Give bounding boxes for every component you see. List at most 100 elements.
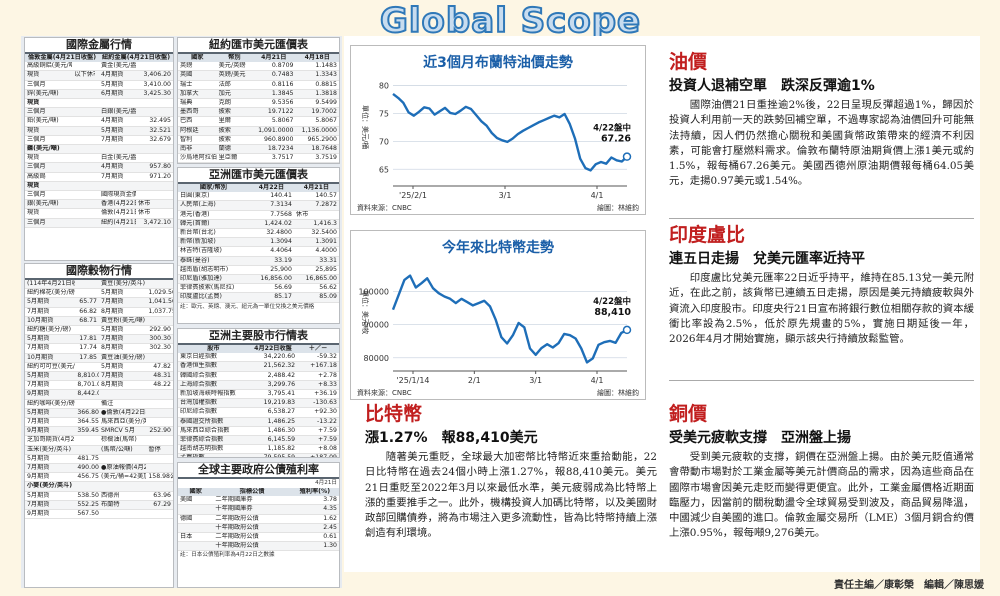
table-cell: 17.81 bbox=[75, 334, 99, 345]
bonds-table: 全球主要政府公債殖利率 4月21日 國家 指標公債 殖利率(%) 美國 二年期國庫券 3.… bbox=[177, 462, 340, 588]
table-cell: 加拿大 bbox=[178, 89, 217, 100]
metals-head-london: 倫敦金屬(4月21日收盤) bbox=[25, 54, 99, 63]
table-cell: 越南胡志明指數 bbox=[178, 444, 249, 455]
table-cell: 港元(香港) bbox=[178, 210, 249, 220]
table-row: 10月期貨 17.85 黃豆油(美分/磅) bbox=[25, 353, 173, 363]
table-row: 高級錫 7月期貨 971.20 bbox=[25, 172, 173, 182]
table-row: 韓國綜合指數 2,488.42 +2.78 bbox=[178, 371, 339, 381]
table-cell: 6月期貨 bbox=[98, 89, 136, 100]
table-cell: 3,472.10 bbox=[135, 218, 173, 228]
table-cell: 8月期貨 bbox=[98, 307, 147, 317]
table-cell: 7.3134 bbox=[248, 200, 294, 211]
table-cell: 布蘭特 bbox=[98, 500, 147, 511]
table-row: 智利 披索 960.8900 965.2900 bbox=[178, 135, 339, 146]
table-cell: 4月期貨 bbox=[98, 70, 136, 81]
table-cell: 0.8116 bbox=[252, 80, 296, 90]
table-cell: 0.8709 bbox=[252, 62, 296, 72]
table-cell: 智利 bbox=[178, 135, 217, 146]
table-cell: 567.50 bbox=[75, 509, 99, 520]
x-tick-label: 4/1 bbox=[591, 191, 604, 200]
x-tick-label: '25/2/1 bbox=[399, 191, 427, 200]
table-cell: 泰銖(曼谷) bbox=[178, 256, 249, 266]
btc-chart: 今年來比特幣走勢 80000 90000 100000 '25/1/14 2/1 3/1 4… bbox=[350, 230, 646, 400]
table-cell: 300.30 bbox=[146, 334, 173, 345]
table-cell bbox=[178, 541, 214, 552]
copper-article: 銅價 受美元疲軟支撐 亞洲盤上揚 受到美元疲軟的支撐，銅價在亞洲盤上揚。由於美元… bbox=[669, 402, 974, 542]
asiafx-title: 亞洲匯市美元匯價表 bbox=[178, 168, 339, 184]
table-cell: 5.8067 bbox=[295, 116, 339, 127]
table-cell: 東京日經指數 bbox=[178, 353, 249, 363]
asiafx-table: 亞洲匯市美元匯價表 國家/幣別 4月22日 4月21日 日圓(東京) 140.41 140… bbox=[177, 167, 340, 324]
table-cell bbox=[75, 362, 99, 373]
table-cell: 沙烏地阿拉伯 bbox=[178, 153, 217, 163]
table-cell: 7月期貨 bbox=[98, 135, 136, 146]
table-row: 現貨 bbox=[25, 98, 173, 109]
table-cell: 德國 bbox=[178, 514, 214, 524]
table-row: 現貨 倫敦(4月21日)休市 bbox=[25, 208, 173, 219]
table-cell: 32.4800 bbox=[248, 228, 294, 239]
table-row: 三個月 4月期貨 957.80 bbox=[25, 162, 173, 173]
table-row: 新台幣(台北) 32.4800 32.5400 bbox=[178, 228, 339, 239]
table-cell: 7.2872 bbox=[293, 200, 339, 211]
table-cell bbox=[72, 80, 95, 90]
table-cell: 19,219.83 bbox=[248, 398, 298, 409]
table-cell: 里亞爾 bbox=[216, 153, 253, 163]
table-cell: 7月期貨 bbox=[25, 380, 76, 391]
table-cell bbox=[72, 181, 95, 192]
table-cell: 6,145.59 bbox=[248, 435, 298, 446]
table-cell: 黃豆油(美分/磅) bbox=[98, 353, 147, 363]
table-row: 現貨 bbox=[25, 181, 173, 192]
table-row: 林吉特(吉隆坡) 4.4064 4.4000 bbox=[178, 246, 339, 257]
table-cell: -130.63 bbox=[297, 398, 339, 409]
table-cell: 21,562.32 bbox=[248, 361, 298, 372]
table-cell: 披索 bbox=[216, 107, 253, 118]
table-cell: 1.62 bbox=[290, 514, 339, 524]
table-cell: 9月期貨 bbox=[25, 389, 76, 400]
table-cell bbox=[146, 481, 173, 492]
bonds-note: 註：日本公債殖利率為4月22日之數據 bbox=[180, 552, 275, 559]
table-cell bbox=[98, 181, 136, 192]
table-cell: (114年4月21日收盤) bbox=[25, 280, 76, 290]
table-row: 日本 二年期政府公債 0.61 bbox=[178, 532, 339, 543]
table-cell: 10月期貨 bbox=[25, 316, 76, 327]
table-cell: 現貨 bbox=[25, 208, 73, 219]
table-cell: 三個月 bbox=[25, 190, 73, 201]
table-cell: 4.4000 bbox=[293, 246, 339, 257]
x-tick-label: '25/1/14 bbox=[396, 376, 429, 385]
divider bbox=[669, 218, 974, 219]
table-cell: 白銀(美元/盎司) bbox=[98, 107, 136, 118]
table-cell: 7月期貨 bbox=[25, 417, 76, 428]
table-row: 三個月 5月期貨 3,410.00 bbox=[25, 80, 173, 90]
asiafx-note: 註：歐元、英鎊、澳元、紐元為一單位兌換之美元價格 bbox=[180, 303, 315, 310]
bonds-title: 全球主要政府公債殖利率 bbox=[178, 463, 339, 479]
table-header: ＋／－ bbox=[297, 345, 339, 354]
table-row: 港元(香港) 7.7568 休市 bbox=[178, 210, 339, 220]
table-header: 國家 bbox=[178, 54, 217, 63]
table-cell: 高級錫 bbox=[25, 172, 73, 182]
table-cell: 黃豆粉(美元/噸) bbox=[98, 316, 147, 327]
table-cell: 1,486.25 bbox=[248, 417, 298, 427]
table-cell: 33.19 bbox=[248, 256, 294, 266]
table-cell: 現貨 bbox=[25, 98, 73, 109]
table-cell: 957.80 bbox=[135, 162, 173, 173]
table-cell bbox=[135, 181, 173, 192]
table-cell: 4月期貨 bbox=[98, 116, 136, 127]
table-row: 台灣加權指數 19,219.83 -130.63 bbox=[178, 398, 339, 409]
table-cell: 7月期貨 bbox=[98, 297, 147, 308]
x-tick-label: 2/1 bbox=[468, 376, 481, 385]
table-cell: ●原油報價(4月22日) bbox=[98, 463, 147, 474]
table-cell bbox=[135, 98, 173, 109]
table-cell: 9月期貨 bbox=[25, 472, 76, 483]
table-row: 東京日經指數 34,220.60 -59.32 bbox=[178, 353, 339, 363]
table-cell: 56.62 bbox=[293, 283, 339, 294]
table-row: 5月期貨 538.50 西德州 63.96 bbox=[25, 491, 173, 501]
table-cell: 黃金(美元/盎司) bbox=[98, 62, 136, 72]
table-header: 股市 bbox=[178, 345, 249, 354]
table-cell: 85.17 bbox=[248, 292, 294, 303]
table-cell: 芝加哥期貨(4月21日收盤) bbox=[25, 435, 76, 446]
table-cell: 19.7122 bbox=[252, 107, 296, 118]
table-cell bbox=[94, 144, 99, 155]
table-cell bbox=[94, 98, 99, 109]
table-cell bbox=[72, 116, 95, 127]
